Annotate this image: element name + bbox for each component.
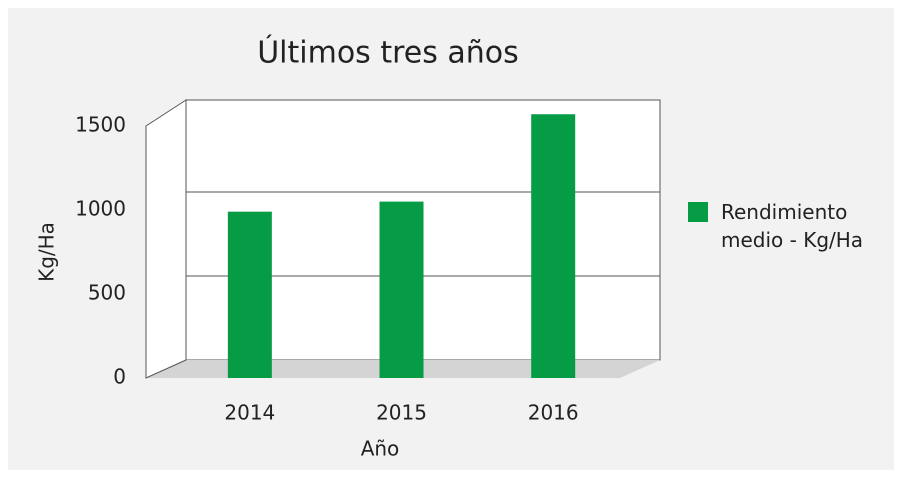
y-tick-label: 1500 [75, 113, 126, 137]
y-tick-label: 500 [88, 281, 126, 305]
x-tick-label: 2015 [376, 401, 427, 425]
chart-title: Últimos tres años [257, 34, 519, 71]
y-axis-label: Kg/Ha [35, 222, 59, 282]
bar [227, 211, 272, 378]
bar [531, 114, 576, 379]
x-tick-label: 2016 [528, 401, 579, 425]
legend-swatch [688, 202, 708, 222]
side-wall [145, 99, 187, 379]
x-tick-label: 2014 [224, 401, 275, 425]
x-axis-label: Año [361, 437, 400, 461]
y-tick-label: 0 [113, 365, 126, 389]
y-tick-label: 1000 [75, 197, 126, 221]
bar [379, 201, 424, 378]
legend-label: Rendimiento medio - Kg/Ha [721, 200, 864, 252]
